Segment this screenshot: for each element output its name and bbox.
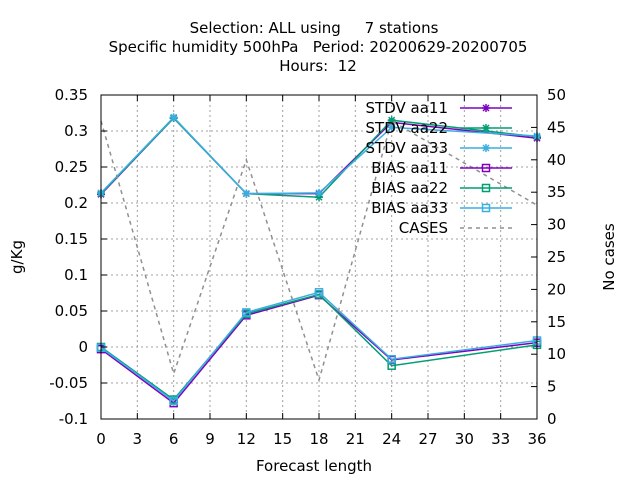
y-tick-label: 0.1 [64, 266, 88, 284]
x-tick-label: 18 [309, 430, 328, 448]
y-axis-label: g/Kg [8, 240, 26, 274]
x-tick-label: 9 [205, 430, 215, 448]
x-tick-label: 30 [455, 430, 474, 448]
series-line-cases [100, 119, 538, 383]
x-tick-label: 6 [169, 430, 179, 448]
x-tick-label: 0 [96, 430, 106, 448]
y2-tick-label: 35 [547, 183, 566, 201]
x-tick-label: 24 [382, 430, 401, 448]
y-tick-label: 0.35 [55, 86, 88, 104]
x-tick-label: 12 [237, 430, 256, 448]
x-tick-label: 3 [133, 430, 143, 448]
data-point-bias-aa33 [314, 288, 324, 297]
tick-layer: 0 3 6 9 12 15 18 21 24 27 30 33 36-0.1-0.0500.050.10… [49, 86, 566, 448]
y2-tick-label: 45 [547, 118, 566, 136]
y2-tick-label: 50 [547, 86, 566, 104]
data-point-bias-aa33 [242, 308, 251, 317]
x-tick-label: 21 [346, 430, 365, 448]
legend-marker-bias-aa22 [481, 183, 491, 193]
y2-tick-label: 0 [547, 410, 557, 428]
legend-label-cases: CASES [399, 219, 448, 237]
x-tick-label: 36 [527, 430, 546, 448]
data-point-stdv-aa33 [315, 188, 323, 197]
legend-label-stdv-aa33: STDV aa33 [366, 139, 448, 157]
data-point-stdv-aa22 [387, 116, 396, 125]
y2-tick-label: 10 [547, 345, 566, 363]
y-tick-label: 0.15 [55, 230, 88, 248]
y2-tick-label: 5 [547, 378, 557, 396]
y2-tick-label: 40 [547, 151, 566, 169]
legend-label-bias-aa11: BIAS aa11 [371, 159, 448, 177]
x-tick-label: 15 [273, 430, 292, 448]
y-tick-label: -0.1 [59, 410, 88, 428]
data-point-bias-aa33 [169, 396, 178, 406]
y2-axis-label: No cases [600, 223, 618, 291]
data-point-bias-aa33 [387, 354, 396, 364]
data-point-stdv-aa33 [242, 189, 251, 198]
legend: STDV aa11 STDV aa22 STDV aa33 BIAS aa11 BIAS… [366, 99, 512, 237]
legend-label-stdv-aa22: STDV aa22 [366, 119, 448, 137]
legend-marker-stdv-aa22 [482, 124, 490, 132]
grid-layer [101, 95, 537, 419]
y-tick-label: 0.25 [55, 158, 88, 176]
y2-tick-label: 30 [547, 216, 566, 234]
legend-label-bias-aa33: BIAS aa33 [371, 199, 448, 217]
series-line-bias-aa33 [100, 291, 538, 403]
legend-label-stdv-aa11: STDV aa11 [366, 99, 448, 117]
legend-marker-bias-aa11 [481, 163, 491, 173]
y2-tick-label: 15 [547, 313, 566, 331]
chart-title-line-1: Selection: ALL using 7 stations [190, 19, 439, 37]
y-tick-label: 0.05 [55, 302, 88, 320]
legend-marker-stdv-aa11 [482, 104, 490, 112]
series-line-bias-aa22 [100, 293, 538, 401]
y-tick-label: 0 [78, 338, 88, 356]
legend-marker-stdv-aa33 [482, 144, 490, 152]
y2-tick-label: 20 [547, 280, 566, 298]
y-tick-label: 0.3 [64, 122, 88, 140]
y-tick-label: 0.2 [64, 194, 88, 212]
chart-title-line-2: Specific humidity 500hPa Period: 2020062… [109, 38, 528, 56]
data-point-stdv-aa33 [169, 113, 178, 122]
series-line-stdv-aa33 [100, 116, 538, 195]
y-tick-label: -0.05 [49, 374, 88, 392]
chart-title-line-3: Hours: 12 [279, 57, 357, 75]
y2-tick-label: 25 [547, 248, 566, 266]
x-tick-label: 27 [418, 430, 437, 448]
legend-marker-bias-aa33 [481, 203, 491, 213]
x-tick-label: 33 [491, 430, 510, 448]
x-axis-label: Forecast length [256, 457, 372, 475]
series-line-bias-aa11 [100, 294, 538, 405]
legend-label-bias-aa22: BIAS aa22 [371, 179, 448, 197]
